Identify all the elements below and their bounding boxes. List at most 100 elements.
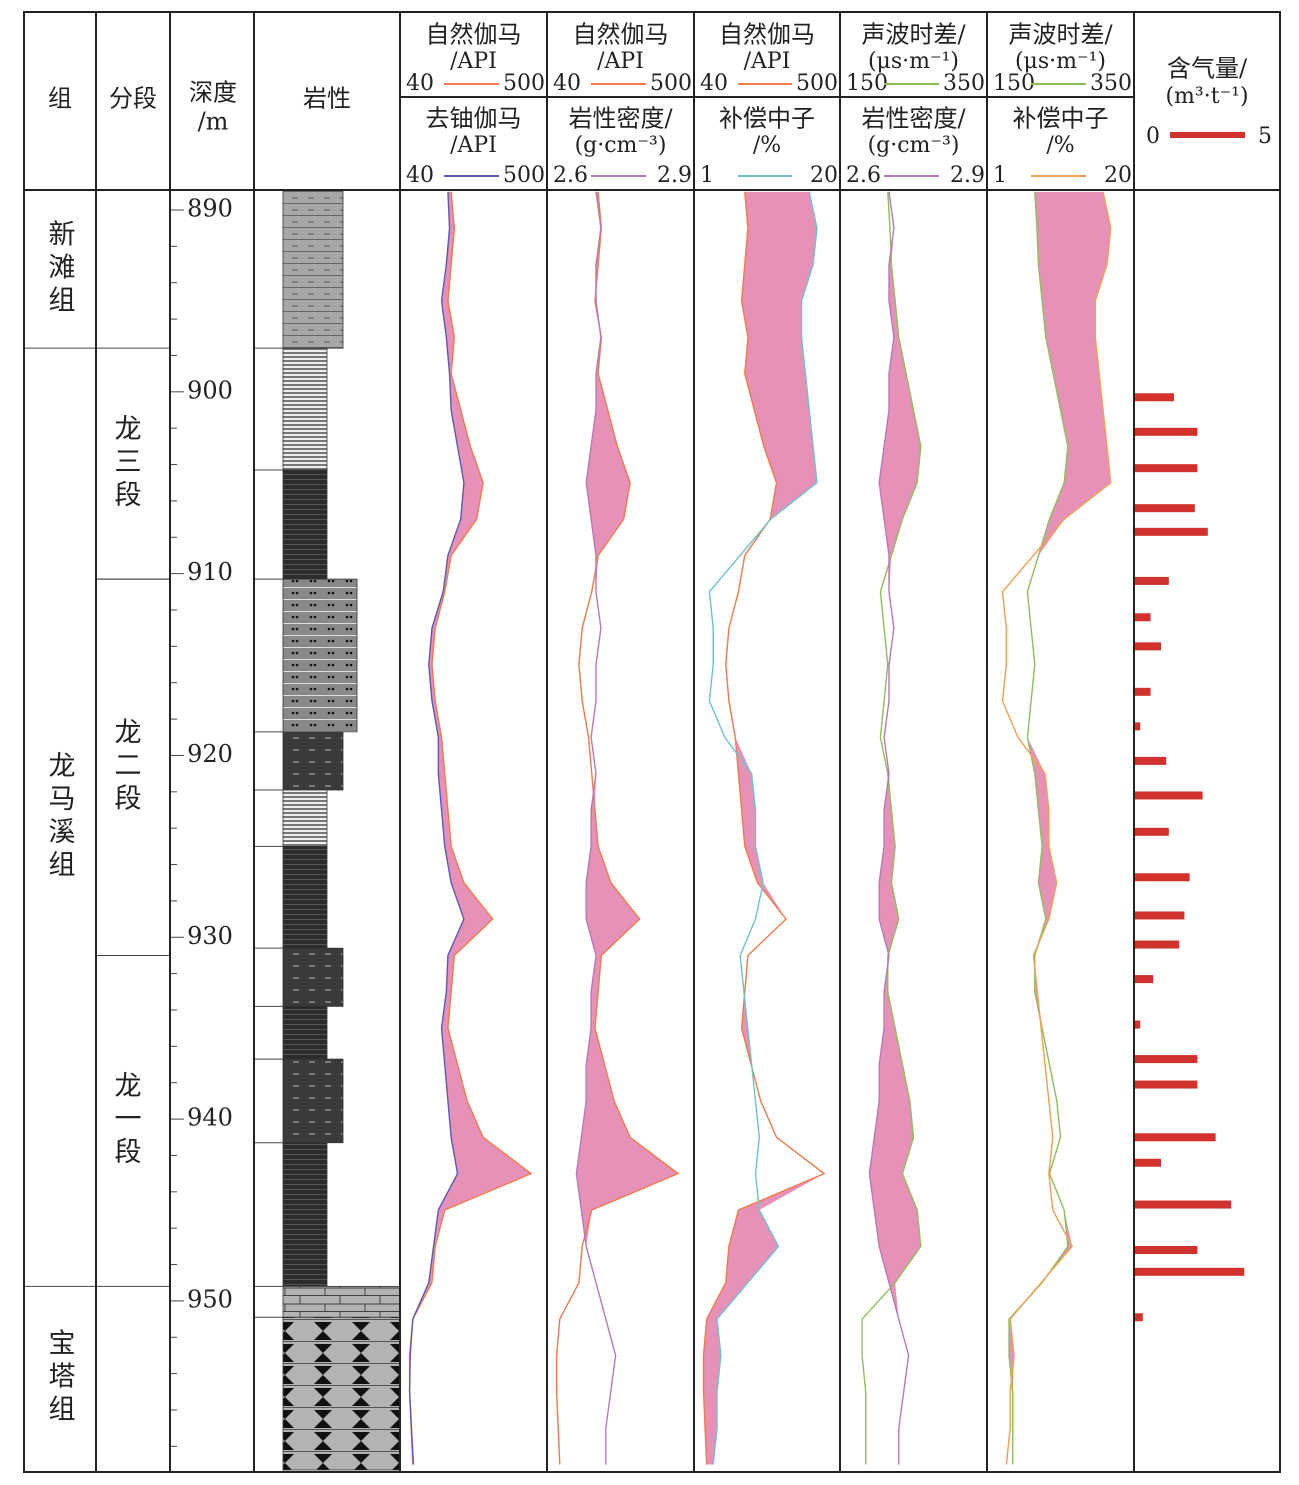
curve-name: 岩性密度/ (568, 105, 673, 133)
scale-min: 1 (993, 163, 1007, 188)
scale-min: 150 (846, 71, 888, 96)
gas-bar (1135, 504, 1195, 513)
scale-max: 350 (943, 71, 985, 96)
depth-tick-label: 940 (187, 1104, 233, 1132)
member-header: 分段 (109, 85, 157, 113)
scale-max: 20 (1104, 163, 1132, 188)
gas-bar (1135, 756, 1167, 765)
gas-bar (1135, 940, 1180, 949)
scale-max: 500 (796, 71, 838, 96)
scale-max: 500 (503, 71, 545, 96)
formation-label: 新滩组 (44, 219, 76, 318)
curve-name: 去铀伽马 (426, 105, 522, 133)
depth-header: 深度 (189, 79, 237, 107)
log-curve (555, 191, 680, 1465)
gas-bar (1135, 1313, 1143, 1322)
lithology-bed (282, 789, 328, 847)
gas-bar (1135, 393, 1174, 402)
depth-tick-label: 910 (187, 558, 233, 586)
curve-unit: /% (753, 133, 781, 158)
log-fill (576, 191, 679, 1465)
scale-min: 40 (406, 163, 434, 188)
scale-min: 2.6 (846, 163, 881, 188)
gas-bar (1135, 1246, 1198, 1254)
frame (23, 11, 1281, 1473)
lithology-header: 岩性 (303, 85, 351, 113)
curve-unit: (g·cm⁻³) (868, 133, 960, 158)
curve-unit: (μs·m⁻¹) (868, 49, 959, 74)
curve-name: 声波时差/ (1008, 21, 1113, 49)
gas-unit: (m³·t⁻¹) (1165, 84, 1248, 109)
lithology-bed (282, 578, 358, 733)
gas-bar (1135, 1267, 1245, 1276)
scale-min: 40 (700, 71, 728, 96)
gas-scale-max: 5 (1258, 124, 1272, 149)
depth-tick-label: 900 (187, 376, 233, 404)
curve-name: 岩性密度/ (861, 105, 966, 133)
depth-tick-label: 950 (187, 1285, 233, 1313)
lithology-bed (282, 347, 328, 471)
curve-unit: /API (450, 49, 497, 74)
gas-bar (1135, 576, 1169, 585)
formation-header: 组 (48, 85, 72, 113)
scale-min: 40 (553, 71, 581, 96)
gas-bar (1135, 613, 1151, 622)
lithology-bed (282, 189, 344, 349)
curve-unit: /% (1046, 133, 1074, 158)
scale-max: 500 (650, 71, 692, 96)
scale-max: 20 (810, 163, 838, 188)
gas-bar (1135, 911, 1185, 920)
log-fill (703, 191, 825, 1465)
curve-unit: (μs·m⁻¹) (1015, 49, 1106, 74)
member-label: 龙二段 (110, 718, 142, 817)
lithology-bed (282, 947, 344, 1007)
scale-max: 2.9 (657, 163, 692, 188)
gas-bar (1135, 687, 1151, 696)
gas-bar (1135, 975, 1154, 984)
outer-border (23, 11, 1281, 1473)
gas-bar (1135, 1020, 1141, 1029)
gas-bar (1135, 527, 1208, 536)
curve-name: 补偿中子 (719, 105, 815, 133)
lithology-bed (282, 1058, 344, 1144)
lithology-bed (282, 1005, 328, 1060)
gas-scale-min: 0 (1146, 124, 1160, 149)
lithology-bed (282, 1142, 328, 1287)
lithology-bed (282, 1285, 401, 1318)
member-label: 龙一段 (110, 1071, 142, 1170)
scale-max: 500 (503, 163, 545, 188)
log-fill (409, 191, 532, 1465)
lithology-bed (282, 731, 344, 791)
gas-bar (1135, 642, 1161, 651)
gas-bar (1135, 827, 1169, 836)
log-curve (408, 191, 465, 1465)
lithology-bed (282, 1316, 401, 1471)
log-curve (702, 191, 826, 1465)
curve-name: 声波时差/ (861, 21, 966, 49)
log-curve (708, 191, 818, 1465)
scale-min: 150 (993, 71, 1035, 96)
gas-bar (1135, 1055, 1198, 1064)
formation-label: 宝塔组 (44, 1328, 76, 1427)
log-curve (408, 191, 533, 1465)
curve-name: 自然伽马 (719, 21, 815, 49)
curve-name: 自然伽马 (426, 21, 522, 49)
gas-bar (1135, 427, 1198, 436)
log-curve (861, 191, 922, 1465)
log-curve (868, 191, 910, 1465)
gas-bar (1135, 1200, 1232, 1209)
curve-unit: /API (744, 49, 791, 74)
scale-max: 2.9 (950, 163, 985, 188)
curve-unit: (g·cm⁻³) (575, 133, 667, 158)
depth-unit: /m (198, 108, 229, 136)
lithology-bed (282, 845, 328, 949)
scale-min: 40 (406, 71, 434, 96)
log-curve (1008, 191, 1069, 1465)
log-fill (1009, 191, 1111, 1465)
gas-bar (1135, 464, 1198, 473)
gas-bar (1135, 1080, 1198, 1089)
log-fill (869, 191, 921, 1465)
gas-bar (1135, 1133, 1216, 1142)
